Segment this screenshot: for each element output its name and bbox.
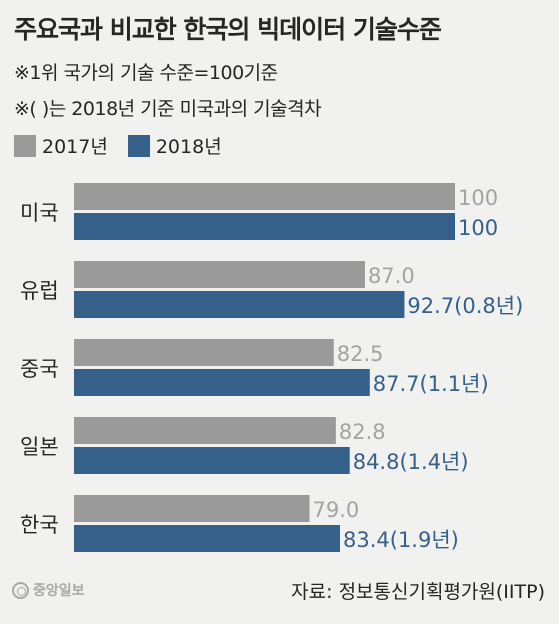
bar-2017-2 [74, 339, 334, 366]
chart-title: 주요국과 비교한 한국의 빅데이터 기술수준 [14, 15, 442, 44]
data-label-2018-4: 83.4(1.9년) [343, 528, 459, 552]
data-label-2018-3: 84.8(1.4년) [353, 450, 469, 474]
source-note: 자료: 정보통신기획평가원(IITP) [291, 581, 545, 603]
bar-2018-4 [74, 525, 341, 552]
legend-swatch-2017 [14, 134, 36, 157]
legend-label-2018: 2018년 [155, 136, 222, 158]
legend-item-2017: 2017년 [14, 132, 108, 159]
category-label-3: 일본 [20, 435, 59, 459]
bar-2017-4 [74, 495, 310, 522]
logo-icon [12, 581, 29, 599]
data-label-2017-2: 82.5 [337, 342, 384, 366]
bar-2017-0 [74, 183, 455, 210]
bar-2018-2 [74, 369, 370, 396]
category-label-1: 유럽 [20, 279, 59, 303]
bar-2017-3 [74, 417, 336, 444]
category-label-4: 한국 [20, 513, 59, 537]
data-label-2017-4: 79.0 [313, 498, 360, 522]
legend-item-2018: 2018년 [127, 132, 222, 159]
data-label-2018-0: 100 [458, 216, 498, 240]
publisher-logo: 중앙일보 [12, 580, 85, 600]
data-label-2018-2: 87.7(1.1년) [373, 372, 489, 396]
legend-label-2017: 2017년 [42, 136, 108, 158]
data-label-2018-1: 92.7(0.8년) [407, 294, 523, 318]
logo-text: 중앙일보 [33, 583, 85, 599]
legend: 2017년 2018년 [14, 132, 242, 159]
data-label-2017-3: 82.8 [339, 420, 386, 444]
category-label-0: 미국 [20, 201, 59, 225]
note-gap: ※( )는 2018년 기준 미국과의 기술격차 [14, 98, 322, 120]
data-label-2017-1: 87.0 [368, 264, 415, 288]
bar-2017-1 [74, 261, 365, 288]
bar-2018-1 [74, 291, 405, 318]
legend-swatch-2018 [127, 134, 150, 157]
bar-2018-0 [74, 213, 455, 240]
category-label-2: 중국 [20, 357, 59, 381]
bar-2018-3 [74, 447, 350, 474]
data-label-2017-0: 100 [458, 186, 498, 210]
note-scale: ※1위 국가의 기술 수준=100기준 [14, 62, 278, 84]
